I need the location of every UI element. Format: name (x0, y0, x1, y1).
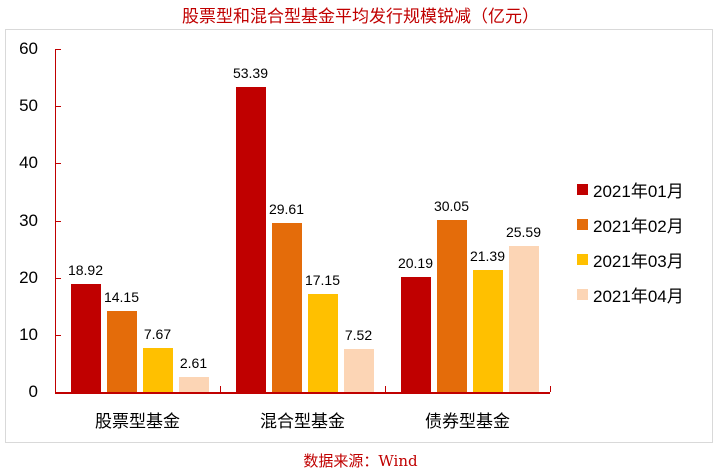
y-tick-label: 30 (19, 210, 38, 230)
data-label: 7.67 (143, 326, 172, 343)
data-label: 14.15 (103, 289, 140, 306)
legend-label: 2021年04月 (593, 287, 684, 306)
legend-label: 2021年01月 (593, 182, 684, 201)
y-tick-mark (55, 220, 61, 222)
y-tick-label: 50 (19, 96, 38, 116)
y-tick-label: 20 (19, 267, 38, 287)
data-label: 17.15 (304, 271, 341, 288)
legend: 2021年01月 2021年02月 2021年03月 2021年04月 (577, 172, 684, 312)
legend-item: 2021年03月 (577, 242, 684, 277)
legend-swatch-icon (577, 254, 588, 265)
bar (400, 276, 431, 392)
x-category-label: 债券型基金 (425, 412, 510, 432)
y-tick-mark (55, 277, 61, 279)
data-label: 30.05 (433, 198, 470, 215)
source-note: 数据来源：Wind (303, 452, 418, 470)
x-category-label: 混合型基金 (260, 412, 345, 432)
y-tick-mark (55, 106, 61, 108)
data-label: 7.52 (344, 327, 373, 343)
legend-swatch-icon (577, 184, 588, 195)
bar (343, 349, 374, 392)
chart-title: 股票型和混合型基金平均发行规模锐减（亿元） (182, 7, 539, 27)
y-tick-label: 40 (19, 153, 38, 173)
data-label: 2.61 (179, 355, 208, 372)
legend-swatch-icon (577, 289, 588, 300)
data-label: 21.39 (469, 247, 506, 264)
y-axis-line (55, 49, 56, 392)
x-axis-line (55, 392, 550, 394)
y-tick-mark (55, 163, 61, 165)
legend-label: 2021年03月 (593, 252, 684, 271)
bar (142, 348, 173, 392)
legend-label: 2021年02月 (593, 217, 684, 236)
bar (106, 311, 137, 392)
data-label: 20.19 (397, 254, 434, 271)
bar (472, 269, 503, 392)
x-tick-mark (55, 386, 56, 392)
bar (436, 220, 467, 392)
data-label: 53.39 (232, 64, 269, 81)
legend-item: 2021年01月 (577, 172, 684, 207)
data-label: 18.92 (67, 261, 104, 278)
y-tick-mark (55, 334, 61, 336)
bar (178, 377, 209, 392)
legend-swatch-icon (577, 219, 588, 230)
legend-item: 2021年04月 (577, 277, 684, 312)
bar (307, 293, 338, 392)
x-tick-mark (550, 386, 551, 392)
legend-item: 2021年02月 (577, 207, 684, 242)
y-tick-label: 0 (28, 382, 38, 401)
data-label: 25.59 (505, 223, 542, 240)
y-tick-mark (55, 49, 61, 50)
bar (70, 283, 101, 392)
bar (508, 245, 539, 392)
chart-frame (5, 29, 713, 443)
y-tick-label: 10 (19, 324, 38, 344)
x-category-label: 股票型基金 (95, 412, 180, 432)
y-tick-label: 60 (19, 39, 38, 58)
bar (235, 86, 266, 392)
x-tick-mark (385, 386, 386, 392)
data-label: 29.61 (268, 200, 305, 217)
x-tick-mark (220, 386, 221, 392)
bar (271, 222, 302, 392)
